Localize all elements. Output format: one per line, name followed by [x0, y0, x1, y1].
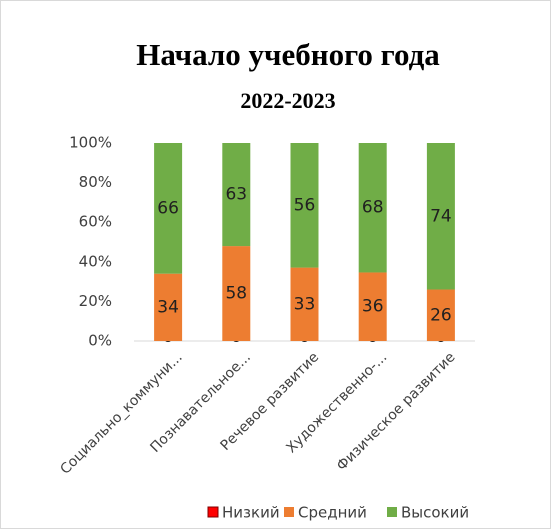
- legend-label: Средний: [298, 504, 367, 522]
- legend-label: Высокий: [401, 504, 469, 522]
- chart-subtitle: 2022-2023: [240, 88, 335, 113]
- bar-segment: [290, 143, 319, 268]
- data-label: 36: [362, 297, 384, 317]
- bar-segment: [358, 143, 387, 273]
- legend-label: Низкий: [222, 504, 280, 522]
- bar-segment: [358, 272, 387, 341]
- legend-swatch: [284, 507, 294, 517]
- y-tick-label: 20%: [79, 292, 112, 310]
- bar-segment: [154, 143, 183, 274]
- y-tick-label: 40%: [79, 252, 112, 270]
- data-label: 34: [157, 297, 179, 317]
- bar-segment: [426, 143, 455, 290]
- y-tick-label: 80%: [79, 173, 112, 191]
- bar-segment: [426, 289, 455, 341]
- y-tick-label: 60%: [79, 213, 112, 231]
- data-label: 66: [157, 198, 179, 218]
- data-label: 63: [225, 185, 247, 205]
- legend-swatch: [207, 506, 219, 518]
- data-label: 26: [430, 305, 452, 325]
- bar-segment: [154, 273, 183, 341]
- data-label: 68: [362, 198, 384, 218]
- y-tick-label: 100%: [69, 134, 112, 152]
- chart-title: Начало учебного года: [136, 37, 440, 72]
- y-tick-label: 0%: [88, 332, 112, 350]
- data-label: 58: [225, 284, 247, 304]
- data-label: 74: [430, 206, 452, 226]
- bar-segment: [222, 143, 251, 247]
- data-label: 56: [294, 195, 316, 215]
- bar-segment: [222, 246, 251, 341]
- legend-swatch: [387, 507, 397, 517]
- data-label: 33: [294, 294, 316, 314]
- bar-segment: [290, 267, 319, 341]
